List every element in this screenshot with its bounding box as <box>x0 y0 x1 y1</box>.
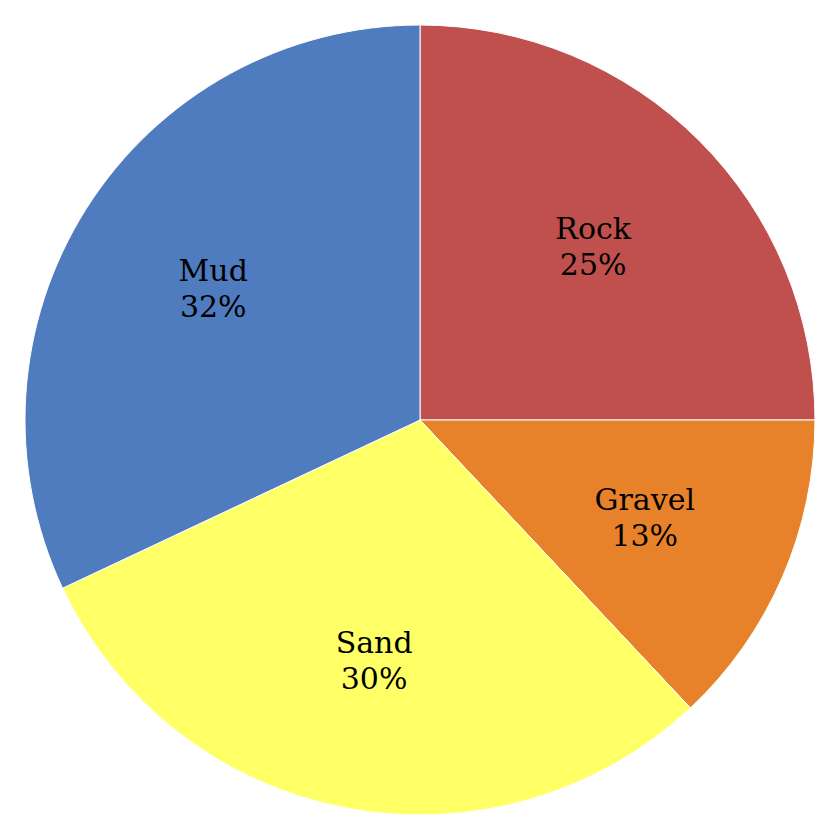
chart-svg: Rock25% Gravel13% Sand30% Mud32% <box>0 0 840 840</box>
chart-container: Rock25% Gravel13% Sand30% Mud32% <box>0 0 840 840</box>
slice-label: Mud <box>179 253 248 288</box>
page: {"chart_data": {"type": "pie", "categori… <box>0 0 840 840</box>
data-label: 25% <box>560 247 627 282</box>
slices <box>25 25 815 815</box>
data-label: 30% <box>341 661 408 696</box>
slice-label: Sand <box>336 625 413 660</box>
pie-slice <box>420 25 815 420</box>
slice-label: Rock <box>555 211 631 246</box>
slice-label: Gravel <box>595 482 696 517</box>
pie-slice <box>25 25 420 588</box>
data-label: 32% <box>180 289 247 324</box>
labels: Rock25% Gravel13% Sand30% Mud32% <box>179 211 695 696</box>
data-label: 13% <box>611 518 678 553</box>
